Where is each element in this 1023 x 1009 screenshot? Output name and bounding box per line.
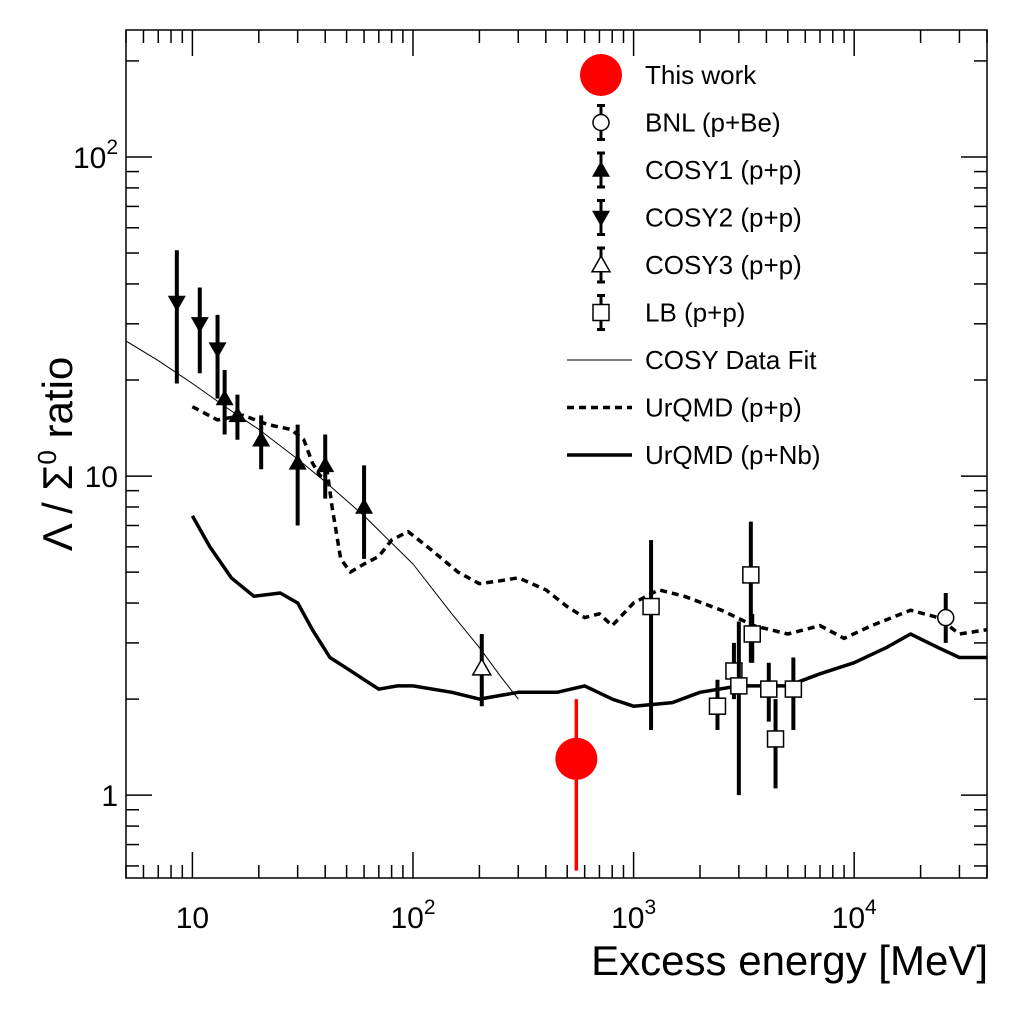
marker	[784, 680, 803, 698]
series-this-work	[555, 699, 598, 871]
marker	[642, 597, 660, 616]
data-point	[190, 287, 209, 374]
y-tick-label: 102	[73, 136, 118, 175]
legend-entry-bnl-p-be: BNL (p+Be)	[592, 104, 781, 141]
data-point	[708, 679, 727, 731]
y-axis-title-main: Λ / Σ	[34, 465, 81, 552]
x-axis-title: Excess energy [MeV]	[591, 937, 988, 984]
data-point	[743, 613, 761, 663]
data-point	[766, 699, 785, 789]
data-point	[642, 540, 660, 731]
x-tick-label: 104	[832, 896, 877, 935]
legend-entry-cosy2-p-p: COSY2 (p+p)	[592, 199, 802, 236]
data-point	[555, 699, 598, 871]
legend-marker	[580, 54, 622, 96]
legend-label: COSY2 (p+p)	[645, 203, 802, 233]
marker	[208, 342, 227, 359]
x-tick-label: 103	[611, 896, 656, 935]
data-point	[167, 250, 186, 384]
marker	[288, 453, 307, 470]
legend-marker	[592, 303, 610, 322]
legend-entry-cosy1-p-p: COSY1 (p+p)	[592, 151, 802, 189]
data-point	[252, 415, 271, 470]
axis-ticks	[125, 30, 988, 878]
legend-marker	[592, 210, 610, 227]
marker	[316, 456, 335, 473]
legend-entry-urqmd-p-p: UrQMD (p+p)	[567, 393, 802, 423]
marker	[766, 730, 785, 748]
marker	[215, 389, 234, 406]
y-axis-title-superscript: 0	[32, 450, 62, 464]
legend-label: UrQMD (p+p)	[645, 393, 802, 423]
marker	[228, 406, 247, 423]
legend-entry-urqmd-p-nb: UrQMD (p+Nb)	[567, 440, 821, 470]
marker	[742, 566, 760, 584]
marker	[743, 625, 761, 643]
series-cosy2-p-p	[167, 250, 227, 399]
marker	[167, 295, 186, 312]
legend-label: UrQMD (p+Nb)	[645, 440, 821, 470]
data-point	[316, 434, 335, 499]
data-point	[936, 593, 955, 643]
legend-marker	[590, 254, 612, 273]
marker	[760, 680, 778, 698]
marker	[355, 497, 374, 514]
y-axis-title: Λ / Σ0 ratio	[32, 357, 81, 552]
legend-entry-cosy-data-fit: COSY Data Fit	[567, 345, 817, 375]
series-cosy3-p-p	[471, 633, 493, 707]
plot-frame	[125, 29, 988, 879]
legend-label: LB (p+p)	[645, 298, 745, 328]
marker	[730, 677, 748, 695]
data-point	[215, 369, 234, 435]
legend-marker	[592, 113, 610, 132]
legend-entry-cosy3-p-p: COSY3 (p+p)	[590, 246, 802, 284]
data-point	[784, 657, 803, 731]
marker	[471, 657, 493, 676]
marker	[252, 430, 271, 447]
legend-entry-this-work: This work	[580, 54, 757, 96]
marker	[555, 737, 598, 780]
data-point	[760, 662, 778, 722]
marker	[708, 697, 727, 715]
series-layer	[125, 250, 988, 871]
y-tick-label: 1	[101, 780, 118, 813]
data-point	[471, 633, 493, 707]
tick-labels: 10 102 103 104 1 10 102	[73, 136, 877, 935]
x-tick-label: 102	[390, 896, 435, 935]
data-point	[208, 314, 227, 399]
legend-label: COSY Data Fit	[645, 345, 817, 375]
series-lb-p-p	[642, 521, 803, 796]
series-bnl-p-be	[936, 593, 955, 643]
data-point	[228, 394, 247, 440]
y-axis-title-rest: ratio	[34, 357, 81, 450]
plot-area: 10 102 103 104 1 10 102	[73, 29, 988, 935]
legend-label: COSY3 (p+p)	[645, 250, 802, 280]
series-line-urqmd-p-p	[191, 405, 988, 641]
data-point	[288, 424, 307, 526]
legend-label: COSY1 (p+p)	[645, 155, 802, 185]
series-line-urqmd-p-nb	[190, 515, 987, 708]
series-cosy1-p-p	[215, 369, 374, 559]
data-point	[355, 465, 374, 559]
x-tick-label: 10	[176, 902, 209, 935]
y-tick-label: 10	[85, 461, 118, 494]
legend-label: This work	[645, 60, 757, 90]
marker	[190, 317, 209, 333]
legend: This work BNL (p+Be) COSY1 (p+p) COSY2 (p+p…	[567, 54, 821, 470]
legend-marker	[592, 161, 610, 177]
legend-entry-lb-p-p: LB (p+p)	[592, 294, 745, 331]
data-point	[730, 621, 748, 796]
marker	[936, 608, 955, 627]
legend-label: BNL (p+Be)	[645, 108, 781, 138]
